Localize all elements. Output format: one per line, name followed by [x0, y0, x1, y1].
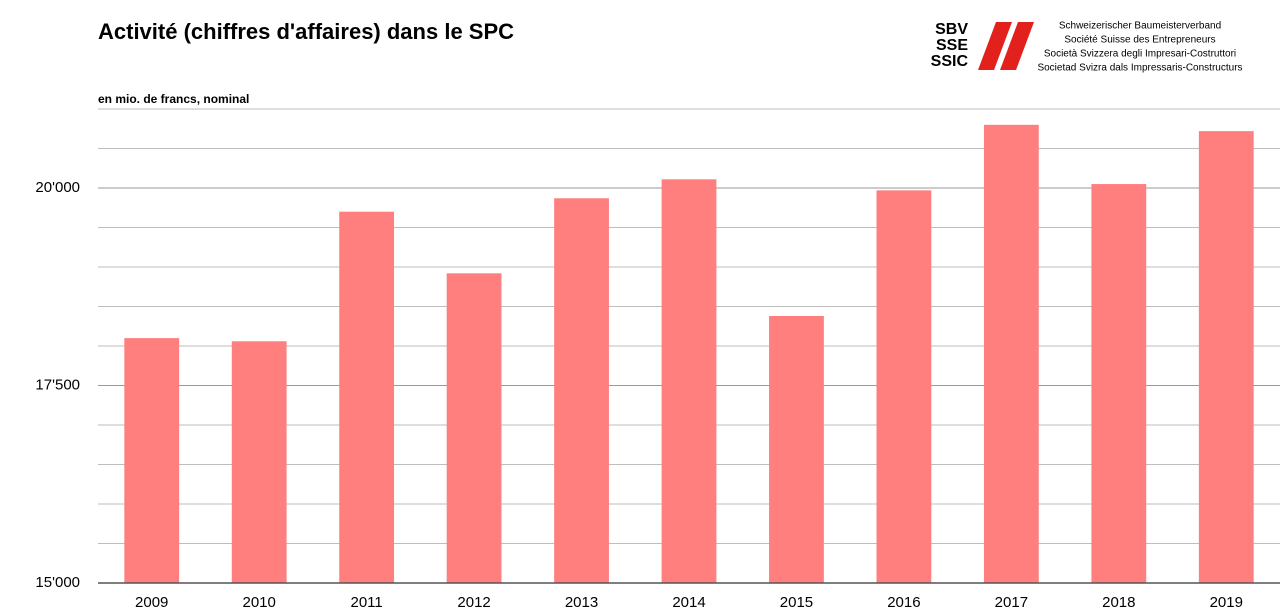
y-tick-label: 17'500: [35, 376, 80, 393]
bar: [124, 338, 180, 583]
logo-abbreviation: SSE: [936, 37, 968, 54]
logo-name: Società Svizzera degli Impresari-Costrut…: [1044, 49, 1236, 60]
logo-slash: [1000, 22, 1034, 70]
bar: [231, 341, 287, 583]
x-tick-label: 2012: [457, 594, 490, 611]
bar: [983, 124, 1039, 584]
bar: [446, 273, 502, 583]
x-tick-label: 2016: [887, 594, 920, 611]
x-tick-label: 2013: [565, 594, 598, 611]
bar: [1091, 184, 1147, 584]
y-tick-label: 15'000: [35, 574, 80, 591]
logo-abbreviation: SBV: [935, 21, 968, 38]
y-tick-label: 20'000: [35, 179, 80, 196]
x-tick-label: 2018: [1102, 594, 1135, 611]
x-tick-label: 2009: [135, 594, 168, 611]
bar: [339, 211, 395, 583]
x-tick-label: 2010: [242, 594, 275, 611]
x-tick-label: 2019: [1210, 594, 1243, 611]
bar: [661, 179, 717, 583]
logo-name: Societad Svizra dals Impressaris-Constru…: [1037, 63, 1242, 74]
chart-title: Activité (chiffres d'affaires) dans le S…: [98, 19, 514, 44]
logo: [978, 22, 1034, 70]
logo-name: Schweizerischer Baumeisterverband: [1059, 21, 1221, 32]
bar: [769, 315, 824, 583]
x-tick-label: 2014: [672, 594, 705, 611]
logo-abbreviation: SSIC: [931, 53, 969, 70]
bar: [876, 190, 932, 583]
logo-name: Société Suisse des Entrepreneurs: [1064, 35, 1215, 46]
chart-subtitle: en mio. de francs, nominal: [98, 92, 249, 106]
x-tick-label: 2015: [780, 594, 813, 611]
x-tick-label: 2011: [351, 594, 383, 611]
bar: [554, 198, 609, 583]
bar: [1198, 131, 1254, 583]
x-tick-label: 2017: [995, 594, 1028, 611]
logo-slash: [978, 22, 1012, 70]
